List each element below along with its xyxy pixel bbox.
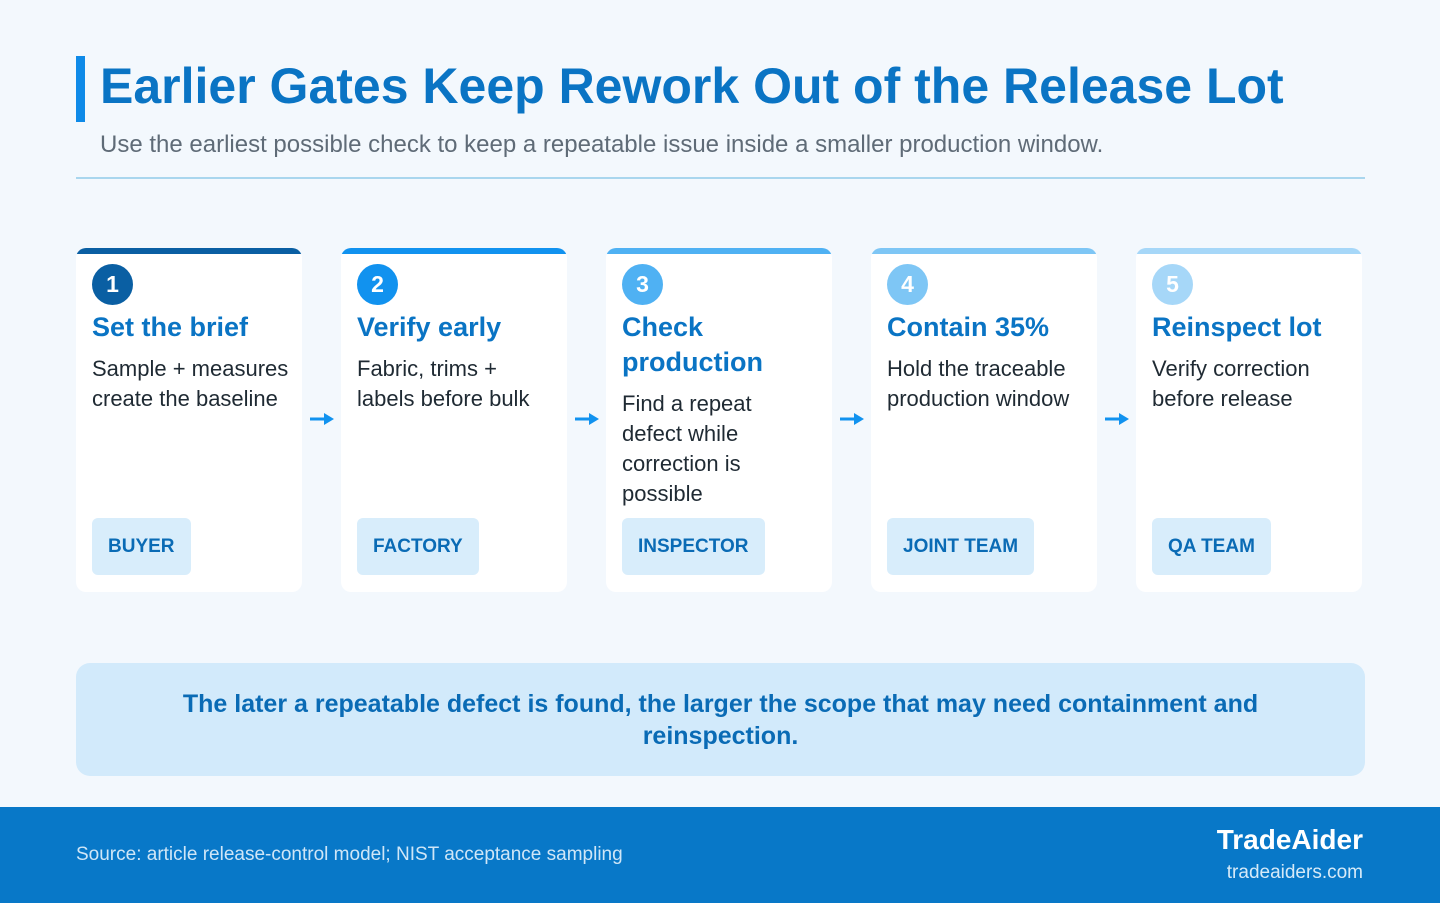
- step-description: Verify correction before release: [1152, 356, 1310, 411]
- title-accent-bar: [76, 56, 85, 122]
- step-title: Set the brief: [92, 312, 249, 342]
- step-number-badge: 4: [887, 264, 928, 305]
- step-card-accent: [871, 248, 1097, 254]
- step-title: Reinspect lot: [1152, 312, 1322, 342]
- arrow-right-icon: [1105, 413, 1129, 425]
- step-card-accent: [341, 248, 567, 254]
- step-description: Find a repeat defect while correction is…: [622, 391, 752, 506]
- header-divider: [76, 177, 1365, 179]
- footer-bar: [0, 807, 1440, 903]
- step-number-badge: 1: [92, 264, 133, 305]
- arrow-right-icon: [840, 413, 864, 425]
- step-number-badge: 2: [357, 264, 398, 305]
- brand-url: tradeaiders.com: [1226, 862, 1363, 883]
- step-title: Verify early: [357, 312, 502, 342]
- step-description: Sample + measures create the baseline: [92, 356, 289, 411]
- step-owner-tag: JOINT TEAM: [887, 518, 1035, 575]
- step-card-accent: [606, 248, 832, 254]
- step-owner-tag: FACTORY: [357, 518, 479, 575]
- step-card-accent: [76, 248, 302, 254]
- key-insight-callout: The later a repeatable defect is found, …: [76, 663, 1365, 776]
- brand-logo-text: TradeAider: [1216, 824, 1363, 855]
- arrow-right-icon: [575, 413, 599, 425]
- step-card-5: 5 Reinspect lot Verify correction before…: [1136, 248, 1362, 592]
- page-title: Earlier Gates Keep Rework Out of the Rel…: [100, 58, 1284, 114]
- step-owner-tag: BUYER: [92, 518, 191, 575]
- step-card-1: 1 Set the brief Sample + measures create…: [76, 248, 302, 592]
- step-number-badge: 3: [622, 264, 663, 305]
- step-owner-tag: QA TEAM: [1152, 518, 1271, 575]
- step-card-4: 4 Contain 35% Hold the traceable product…: [871, 248, 1097, 592]
- arrow-right-icon: [310, 413, 334, 425]
- source-note: Source: article release-control model; N…: [76, 844, 623, 865]
- step-number-badge: 5: [1152, 264, 1193, 305]
- step-owner-tag: INSPECTOR: [622, 518, 765, 575]
- step-description: Fabric, trims + labels before bulk: [357, 356, 530, 411]
- step-description: Hold the traceable production window: [887, 356, 1070, 411]
- step-card-accent: [1136, 248, 1362, 254]
- step-card-3: 3 Check production Find a repeat defect …: [606, 248, 832, 592]
- step-title: Contain 35%: [887, 312, 1050, 342]
- page-subtitle: Use the earliest possible check to keep …: [100, 131, 1104, 158]
- step-card-2: 2 Verify early Fabric, trims + labels be…: [341, 248, 567, 592]
- step-title: Check production: [622, 312, 763, 377]
